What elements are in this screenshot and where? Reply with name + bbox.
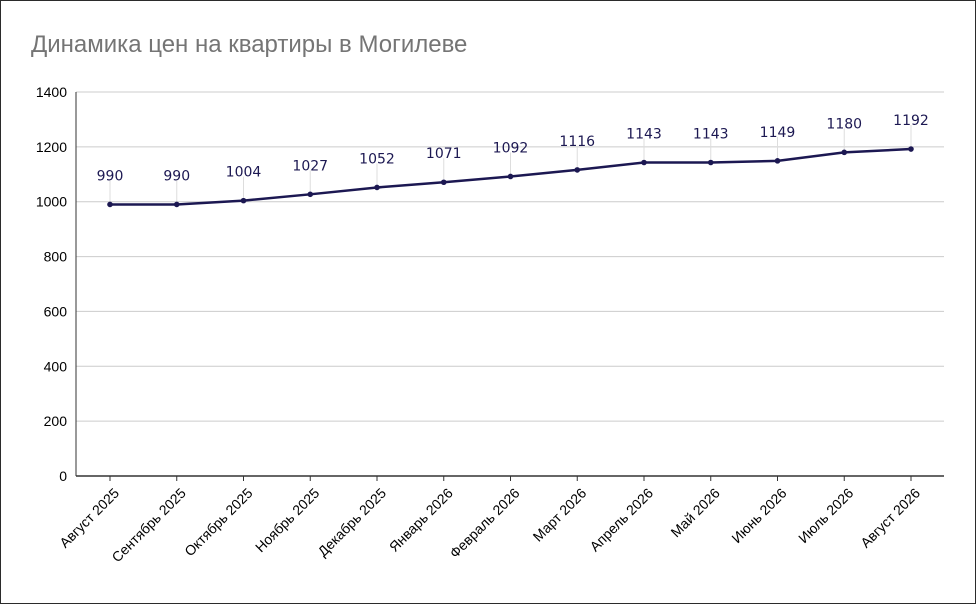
data-point: [374, 184, 380, 191]
data-label: 1027: [292, 158, 328, 174]
data-point: [173, 201, 180, 208]
data-label: 1143: [693, 126, 729, 142]
x-tick-label: Январь 2026: [386, 485, 456, 555]
data-label: 1004: [226, 165, 262, 181]
data-point: [641, 159, 647, 166]
data-label: 990: [163, 168, 190, 184]
x-tick-label: Ноябрь 2025: [252, 485, 323, 556]
data-label: 990: [97, 168, 124, 184]
data-point: [107, 201, 113, 208]
chart-title: Динамика цен на квартиры в Могилеве: [31, 31, 468, 58]
data-label: 1180: [826, 116, 862, 132]
x-tick-label: Апрель 2026: [586, 485, 656, 555]
x-tick-label: Август 2025: [56, 485, 122, 551]
data-label: 1052: [359, 151, 395, 167]
x-tick-label: Август 2026: [857, 485, 923, 551]
data-label: 1143: [626, 126, 662, 142]
data-point: [574, 167, 581, 173]
y-tick-label: 400: [44, 358, 68, 374]
data-label: 1092: [493, 140, 529, 156]
data-label: 1149: [760, 125, 796, 141]
data-point: [908, 146, 914, 152]
y-tick-label: 1400: [36, 84, 67, 100]
data-point: [307, 191, 314, 198]
data-label: 1071: [426, 146, 462, 162]
x-tick-label: Март 2026: [530, 485, 590, 545]
data-point: [774, 158, 781, 164]
x-tick-label: Февраль 2026: [446, 485, 522, 561]
x-tick-label: Май 2026: [667, 485, 723, 541]
data-point: [707, 159, 714, 166]
data-point: [507, 173, 514, 180]
y-tick-label: 0: [59, 468, 67, 484]
x-tick-label: Июнь 2026: [728, 485, 789, 546]
data-label: 1116: [559, 134, 595, 150]
x-tick-label: Июль 2026: [795, 485, 856, 546]
x-tick-label: Октябрь 2025: [181, 485, 256, 560]
data-point: [440, 179, 447, 186]
data-point: [240, 197, 247, 204]
data-point: [841, 149, 848, 156]
y-tick-label: 600: [44, 303, 68, 319]
x-tick-label: Декабрь 2025: [314, 485, 389, 560]
y-tick-label: 800: [44, 249, 68, 265]
y-tick-label: 1200: [36, 139, 67, 155]
y-tick-label: 1000: [36, 194, 67, 210]
y-tick-label: 200: [44, 413, 68, 429]
data-label: 1192: [893, 113, 929, 129]
